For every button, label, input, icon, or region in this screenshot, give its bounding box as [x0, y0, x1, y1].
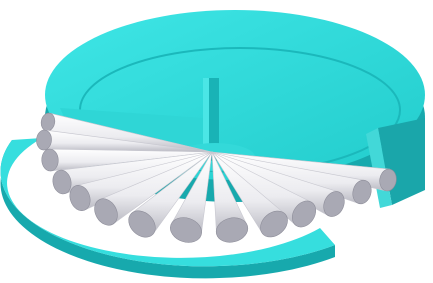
render: [0, 0, 433, 283]
page: (() => { const svg = document.getElement…: [0, 0, 433, 283]
